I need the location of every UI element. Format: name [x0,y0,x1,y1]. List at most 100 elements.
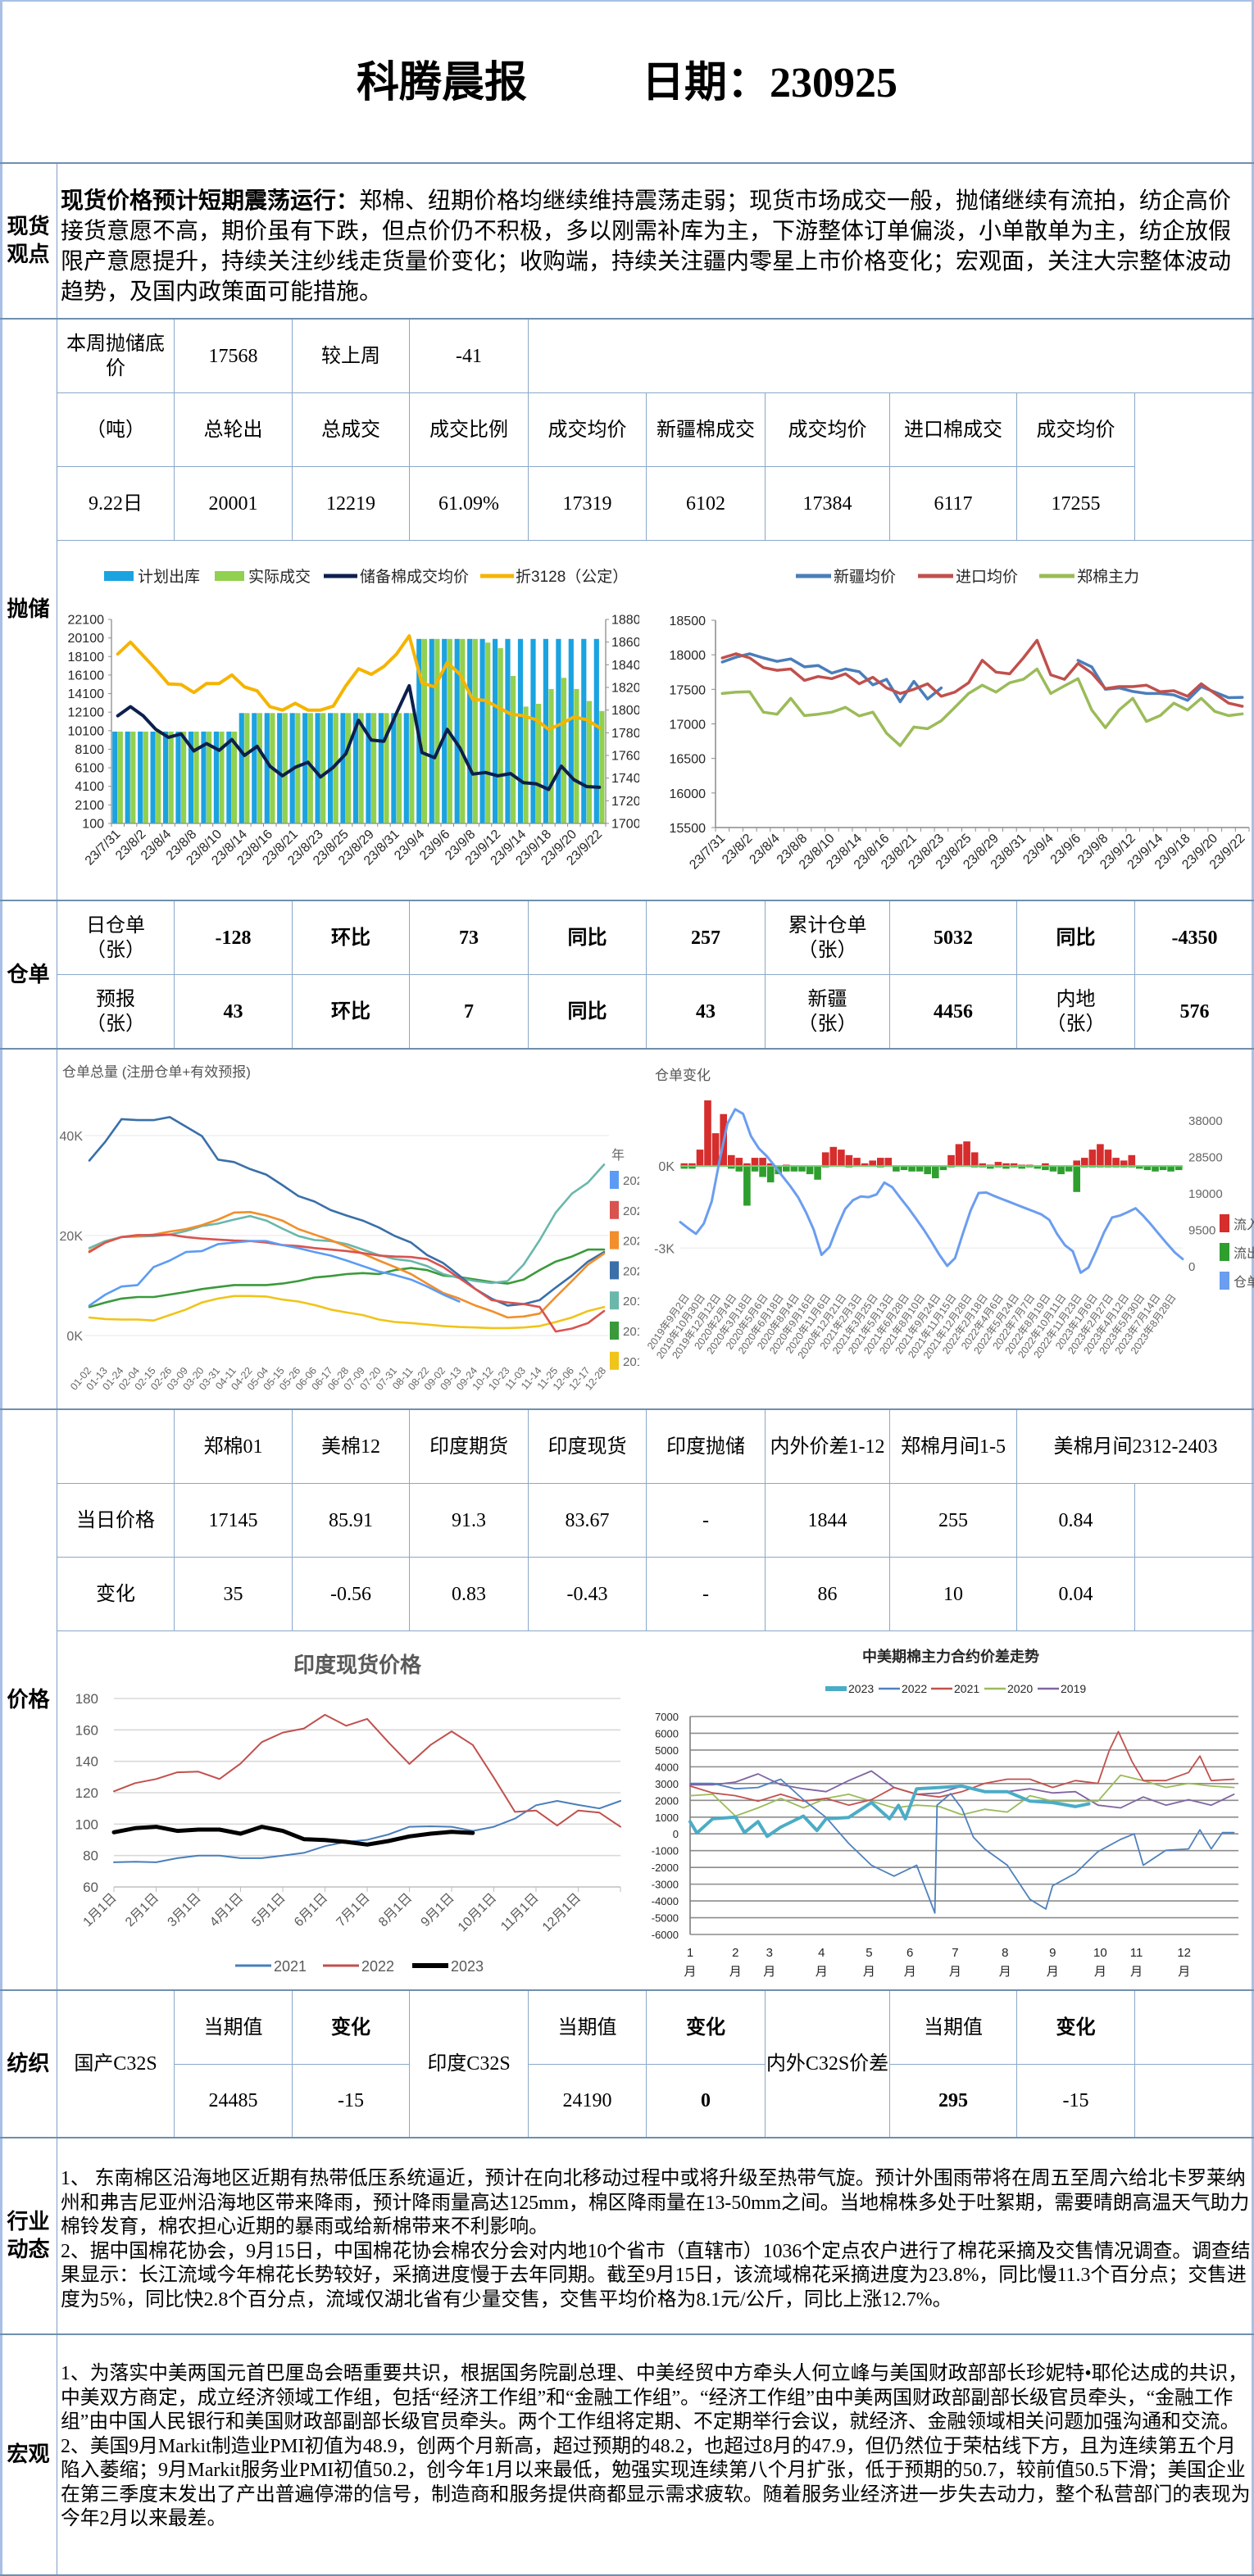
table-cell: 6102 [647,467,766,541]
bar-outflow [924,1166,931,1175]
mom-value: 73 [410,901,529,975]
legend-label: 2022 [902,1682,927,1695]
bar-actual-deal [523,706,529,823]
legend-item: 进口均价 [918,568,1018,586]
y-right-tick-label: 18000 [611,704,639,718]
bar-outflow [790,1166,798,1172]
bar-outflow [1073,1166,1080,1192]
yoy-label: 同比 [1017,901,1135,975]
table-cell: -0.43 [529,1558,647,1631]
section-spot-view: 现货观点 现货价格预计短期震荡运行：郑棉、纽期价格均继续维持震荡走弱；现货市场成… [0,164,1254,320]
legend-item: 2020 [984,1682,1033,1695]
bar-inflow [861,1163,869,1167]
x-tick-label: 12月1日 [540,1891,584,1935]
bar-actual-deal [207,731,212,823]
x-tick-label-suffix: 月 [999,1965,1011,1979]
legend-label: 2021 [954,1682,979,1695]
legend-label: 2022 [361,1958,394,1975]
table-cell: 86 [766,1558,890,1631]
bar-inflow [1088,1150,1097,1167]
page-border-top [0,0,1254,2]
y-tick-label: -2000 [652,1862,679,1874]
reserve-table: 本周抛储底价 17568 较上周 -41 （吨） 总轮出 总成交 成交比例 成交… [57,320,1254,541]
table-header-cell: 印度抛储 [647,1410,766,1484]
legend-item: 2022 [879,1682,927,1695]
y-tick-label: 18500 [670,615,707,628]
bar-inflow [869,1160,876,1167]
news-item: 2、据中国棉花协会，9月15日，中国棉花协会棉农分会对内地10个省市（直辖市）1… [61,2240,1251,2311]
xinjiang-value: 4456 [890,975,1017,1048]
reserve-auction-chart: 100 2100 4100 6100 8100 10100 12100 14100 16100 1… [68,568,640,868]
y-right-tick-label: 9500 [1188,1224,1215,1238]
x-tick-label: 8月1日 [376,1891,415,1930]
date-label: 日期： [642,60,770,107]
forecast-value: 43 [175,975,293,1048]
x-tick-label-suffix: 月 [904,1965,916,1979]
yoy-value: 43 [647,975,766,1048]
y-left-tick-label: 12100 [68,706,105,720]
bar-planned-release [568,638,574,823]
x-tick-label: 6 [906,1946,913,1960]
x-tick-label-suffix: 月 [816,1965,828,1979]
bar-planned-release [188,731,194,823]
legend-item: 储备棉成交均价 [324,568,469,586]
legend-swatch [610,1200,619,1219]
table-header-cell: 郑棉01 [175,1410,293,1484]
bar-planned-release [340,713,346,823]
yoy-label: 同比 [529,975,647,1048]
yoy-label: 同比 [529,901,647,975]
table-cell: 61.09% [410,467,529,541]
line-year-2022 [689,1778,1235,1914]
bar-inflow [766,1163,775,1167]
daily-receipts-label: 日仓单 （张） [57,901,175,975]
bar-inflow [853,1158,861,1167]
legend-item: 2021 [235,1958,307,1975]
bar-inflow [1104,1150,1112,1167]
inland-value: 576 [1179,1000,1210,1023]
table-cell: 0.84 [1017,1484,1135,1558]
x-tick-label: 10月1日 [456,1891,500,1935]
y-right-tick-label: 18200 [611,682,639,696]
line-year-2021 [113,1800,621,1863]
bar-outflow [932,1166,939,1179]
row-label: 当日价格 [57,1484,175,1558]
bar-planned-release [442,638,448,823]
bar-outflow [783,1166,790,1172]
table-cell: 6117 [890,467,1017,541]
bar-outflow [1174,1166,1183,1171]
x-tick-label: 23/9/6 [1048,832,1084,868]
legend-item: 2020 [610,1261,639,1280]
bar-planned-release [352,713,359,823]
x-tick-label: 10 [1093,1946,1107,1960]
spot-view-body: 郑棉、纽期价格均继续维持震荡走弱；现货市场成交一般，抛储继续有流拍，纺企高价接货… [61,188,1232,305]
x-tick-label: 6月1日 [292,1891,330,1930]
y-right-tick-label: 18800 [611,614,639,628]
section-label: 仓单 [0,901,57,1048]
legend-swatch [215,571,244,581]
y-left-tick-label: 6100 [75,762,104,776]
bar-inflow [838,1150,845,1167]
chart-title: 中美期棉主力合约价差走势 [862,1648,1039,1665]
chart-title: 印度现货价格 [293,1653,422,1677]
bar-actual-deal [282,713,288,823]
report-title-line: 科腾晨报 日期：230925 [0,57,1254,110]
y-tick-label: 80 [83,1848,98,1864]
y-left-tick-label: 2100 [75,799,104,813]
empty-cell [1135,1558,1254,1631]
section-label: 宏观 [0,2335,57,2574]
table-cell: 17384 [766,467,890,541]
current-value: 24485 [175,2065,293,2137]
bar-inflow [955,1144,963,1167]
spot-price-chart: 15500 16000 16500 17000 17500 18000 18500 23/7/… [670,568,1250,873]
bar-actual-deal [498,648,503,823]
y-tick-label: 7000 [655,1711,679,1723]
empty-cell [1135,393,1254,541]
line-year-2022 [88,1233,606,1333]
line-year-2019 [88,1163,606,1285]
table-header-cell: 成交均价 [1017,393,1135,467]
bar-outflow [680,1166,688,1169]
change-label: 变化 [1017,1991,1135,2065]
legend-label: 流入 [1234,1218,1254,1232]
table-cell: 17319 [529,467,647,541]
